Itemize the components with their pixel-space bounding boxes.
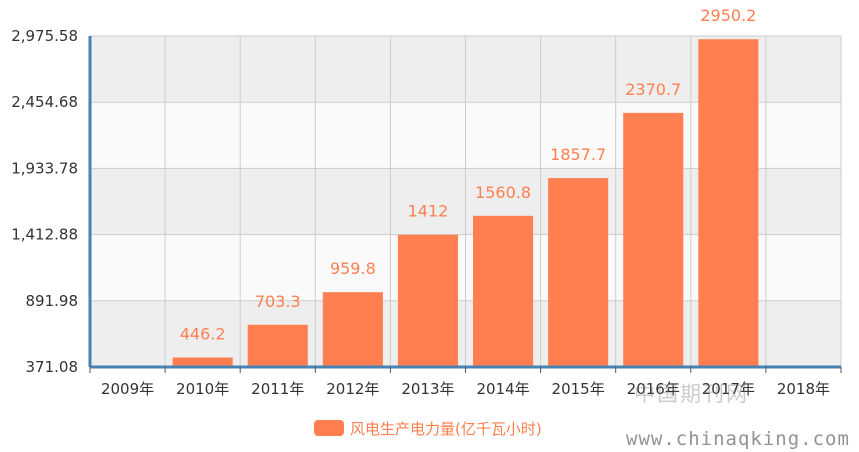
- bars: [172, 39, 759, 367]
- legend-label: 风电生产电力量(亿千瓦小时): [350, 419, 542, 438]
- x-tick-label: 2013年: [401, 380, 454, 398]
- bar-value-label: 703.3: [255, 292, 301, 311]
- bar[interactable]: [172, 357, 233, 367]
- bar-value-label: 1412: [408, 202, 449, 221]
- y-tick-labels: 371.08 891.98 1,412.88 1,933.78 2,454.68 2,97…: [11, 27, 78, 376]
- x-tick-label: 2010年: [176, 380, 229, 398]
- bar[interactable]: [322, 292, 383, 367]
- bar-value-label: 446.2: [180, 324, 226, 343]
- x-tick-label: 2016年: [627, 380, 680, 398]
- bar[interactable]: [397, 234, 458, 367]
- axes: [88, 36, 842, 373]
- bar-value-label: 2370.7: [625, 80, 681, 99]
- x-tick-label: 2009年: [101, 380, 154, 398]
- legend[interactable]: 风电生产电力量(亿千瓦小时): [314, 416, 542, 440]
- y-tick-label: 2,975.58: [11, 27, 78, 45]
- bar[interactable]: [473, 215, 534, 367]
- bar-value-label: 1857.7: [550, 145, 606, 164]
- x-tick-label: 2017年: [702, 380, 755, 398]
- bar[interactable]: [247, 324, 308, 367]
- watermark-url: www.chinaqking.com: [626, 428, 850, 450]
- x-tick-label: 2018年: [777, 380, 830, 398]
- x-tick-label: 2014年: [476, 380, 529, 398]
- y-tick-label: 1,933.78: [11, 159, 78, 177]
- y-tick-label: 891.98: [26, 292, 79, 310]
- bar-value-label: 959.8: [330, 259, 376, 278]
- y-tick-label: 1,412.88: [11, 226, 78, 244]
- y-tick-label: 2,454.68: [11, 93, 78, 111]
- bar-value-labels: 446.2 703.3 959.8 1412 1560.8 1857.7 2370.7 295…: [180, 6, 757, 343]
- x-tick-label: 2011年: [251, 380, 304, 398]
- bar-value-label: 1560.8: [475, 183, 531, 202]
- bar-value-label: 2950.2: [700, 6, 756, 25]
- y-tick-label: 371.08: [26, 358, 79, 376]
- watermark-text: 中国期刊网: [634, 382, 749, 406]
- bar[interactable]: [548, 178, 609, 367]
- x-tick-label: 2015年: [552, 380, 605, 398]
- bar[interactable]: [698, 39, 759, 367]
- bar[interactable]: [623, 112, 684, 367]
- x-tick-labels: 2009年 2010年 2011年 2012年 2013年 2014年 2015年 2016年…: [101, 380, 830, 398]
- x-tick-label: 2012年: [326, 380, 379, 398]
- legend-swatch: [314, 420, 344, 436]
